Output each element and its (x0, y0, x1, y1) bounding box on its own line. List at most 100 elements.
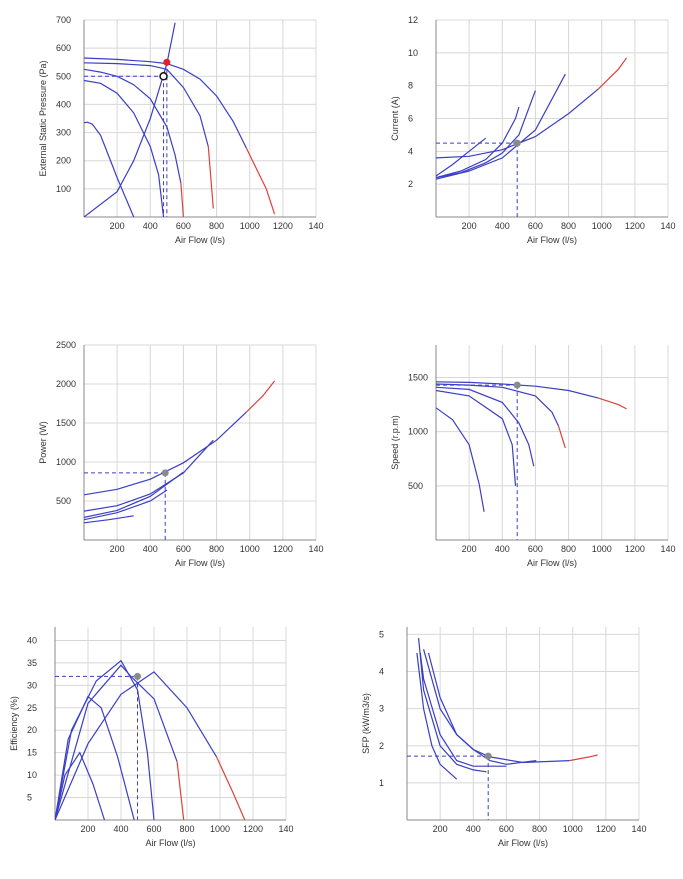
x-tick-label: 1200 (273, 221, 293, 231)
x-tick-label: 200 (110, 544, 125, 554)
duty-point-red (163, 58, 171, 66)
y-axis-label: Efficiency (%) (9, 696, 19, 751)
x-tick-label: 140 (308, 544, 323, 554)
x-tick-label: 1000 (210, 824, 230, 834)
x-tick-label: 1000 (563, 824, 583, 834)
series-line (84, 79, 165, 217)
x-tick-label: 400 (495, 544, 510, 554)
series-line (416, 652, 458, 780)
y-tick-label: 4 (408, 146, 413, 156)
x-tick-label: 200 (462, 221, 477, 231)
plot-area (84, 380, 276, 524)
system-curve (84, 22, 176, 217)
series-line (436, 389, 517, 486)
x-tick-label: 600 (176, 544, 191, 554)
series-line (55, 671, 218, 820)
series-overload-line (207, 146, 214, 209)
x-tick-label: 800 (209, 221, 224, 231)
x-tick-label: 1200 (243, 824, 263, 834)
series-line (84, 471, 184, 518)
x-axis-label: Air Flow (l/s) (498, 838, 548, 848)
y-axis-label: Current (A) (390, 96, 400, 141)
series-line (55, 664, 178, 820)
series-overload-line (245, 380, 276, 413)
y-tick-label: 5 (27, 793, 32, 803)
series-line (436, 73, 566, 180)
x-tick-label: 800 (179, 824, 194, 834)
y-tick-label: 3 (379, 704, 384, 714)
series-line (423, 649, 570, 764)
plot-area (55, 659, 246, 820)
x-tick-label: 1200 (625, 221, 645, 231)
y-axis-label: Power (W) (38, 421, 48, 464)
chart-speed: 200 400 600 800 1000 1200 140 500 1000 1500 Air Fl… (390, 345, 676, 568)
duty-point (159, 72, 168, 81)
x-tick-label: 200 (462, 544, 477, 554)
y-tick-label: 300 (56, 128, 71, 138)
series-line (436, 407, 485, 512)
series-line (436, 383, 560, 427)
x-tick-label: 1200 (273, 544, 293, 554)
chart-efficiency: 200 400 600 800 1000 1200 140 5 10 15 20 25 30 35 40 Ai… (9, 627, 294, 848)
x-tick-label: 800 (561, 221, 576, 231)
x-tick-label: 800 (561, 544, 576, 554)
duty-point (513, 139, 521, 147)
x-tick-label: 400 (113, 824, 128, 834)
series-overload-line (598, 397, 627, 410)
plot-area (436, 381, 627, 512)
y-tick-label: 1000 (408, 427, 428, 437)
x-tick-label: 140 (660, 221, 675, 231)
series-overload-line (597, 57, 628, 90)
y-tick-label: 2500 (56, 340, 76, 350)
x-tick-label: 1200 (625, 544, 645, 554)
x-tick-label: 400 (143, 221, 158, 231)
series-overload-line (176, 761, 185, 820)
y-tick-label: 1 (379, 778, 384, 788)
y-tick-label: 4 (379, 667, 384, 677)
plot-area (84, 22, 276, 217)
y-tick-label: 35 (27, 658, 37, 668)
series-line (436, 386, 535, 467)
duty-point (484, 752, 492, 760)
y-tick-label: 1000 (56, 457, 76, 467)
x-tick-label: 600 (176, 221, 191, 231)
x-tick-label: 140 (631, 824, 646, 834)
series-line (84, 57, 247, 149)
series-line (84, 68, 182, 184)
y-tick-label: 500 (56, 496, 71, 506)
x-axis-label: Air Flow (l/s) (527, 235, 577, 245)
x-tick-label: 200 (110, 221, 125, 231)
y-tick-label: 15 (27, 748, 37, 758)
x-tick-label: 400 (143, 544, 158, 554)
series-overload-line (558, 426, 566, 449)
y-tick-label: 10 (408, 48, 418, 58)
x-tick-label: 400 (495, 221, 510, 231)
x-tick-label: 600 (528, 221, 543, 231)
y-tick-label: 2000 (56, 379, 76, 389)
x-tick-label: 200 (80, 824, 95, 834)
chart-pressure: 200 400 600 800 1000 1200 140 100 200 300 400 500 60… (38, 15, 324, 245)
y-tick-label: 1500 (56, 418, 76, 428)
y-tick-label: 5 (379, 629, 384, 639)
series-overload-line (216, 756, 246, 820)
y-tick-label: 12 (408, 15, 418, 25)
x-tick-label: 600 (499, 824, 514, 834)
y-tick-label: 500 (56, 71, 71, 81)
x-tick-label: 1000 (592, 544, 612, 554)
x-tick-label: 140 (660, 544, 675, 554)
y-tick-label: 10 (27, 770, 37, 780)
x-tick-label: 200 (433, 824, 448, 834)
series-line (84, 439, 214, 512)
y-tick-label: 40 (27, 635, 37, 645)
y-tick-label: 600 (56, 43, 71, 53)
series-line (55, 751, 106, 820)
series-overload-line (180, 183, 184, 217)
y-tick-label: 25 (27, 703, 37, 713)
y-tick-label: 2 (408, 179, 413, 189)
series-line (419, 652, 507, 767)
series-overload-line (245, 147, 276, 215)
series-line (84, 515, 134, 524)
duty-point (161, 469, 169, 477)
series-line (418, 638, 487, 773)
